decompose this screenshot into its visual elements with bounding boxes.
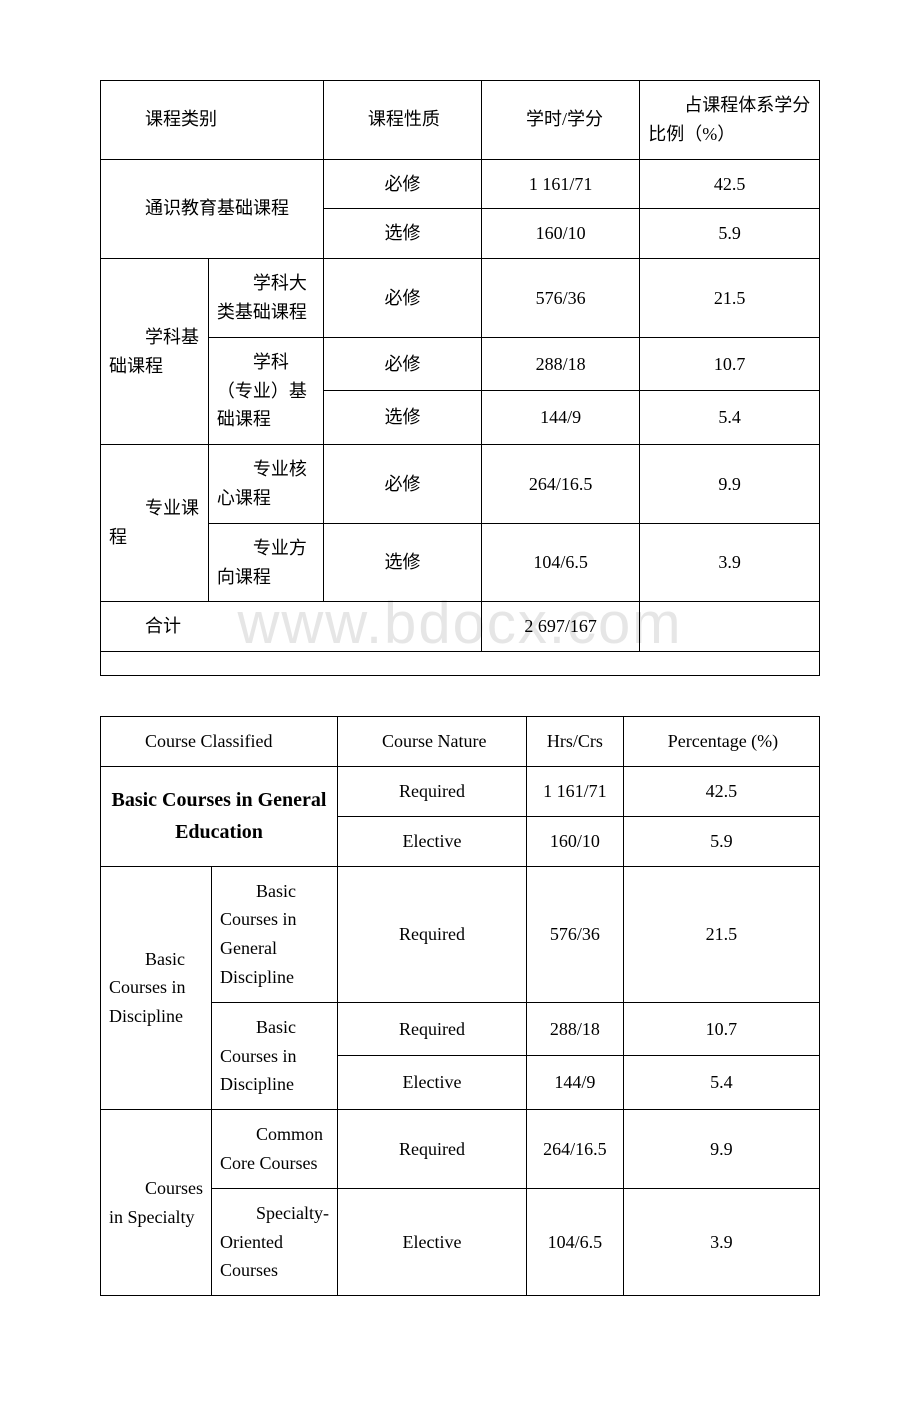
- cell-percent: 5.4: [623, 1056, 819, 1110]
- course-table-english: Course Classified Course Nature Hrs/Crs …: [100, 716, 820, 1296]
- cell-nature: Elective: [337, 1056, 526, 1110]
- cell-percent: 5.9: [640, 209, 820, 259]
- cell-total-label: 合计: [101, 602, 482, 652]
- table-row: 学科基础课程 学科大类基础课程 必修 576/36 21.5: [101, 259, 820, 338]
- cell-percent: 3.9: [623, 1188, 819, 1295]
- header-hours: 学时/学分: [482, 81, 640, 160]
- cell-core-label: Common Core Courses: [212, 1110, 338, 1189]
- cell-nature: 必修: [323, 259, 481, 338]
- table-row: 合计 2 697/167: [101, 602, 820, 652]
- cell-nature: Required: [337, 1110, 526, 1189]
- cell-percent: 5.9: [623, 816, 819, 866]
- cell-nature: Required: [337, 766, 526, 816]
- cell-nature: 选修: [323, 391, 481, 445]
- table-row: Courses in Specialty Common Core Courses…: [101, 1110, 820, 1189]
- cell-hours: 576/36: [482, 259, 640, 338]
- cell-general-label: Basic Courses in General Education: [101, 766, 338, 866]
- cell-hours: 576/36: [527, 866, 624, 1002]
- header-nature: Course Nature: [337, 717, 526, 767]
- table-row: 学科（专业）基础课程 必修 288/18 10.7: [101, 337, 820, 391]
- cell-nature: Required: [337, 866, 526, 1002]
- cell-nature: Required: [337, 1002, 526, 1056]
- header-percent: 占课程体系学分比例（%）: [640, 81, 820, 160]
- cell-percent: 42.5: [640, 159, 820, 209]
- cell-prof-label: 学科（专业）基础课程: [208, 337, 323, 444]
- cell-hours: 264/16.5: [527, 1110, 624, 1189]
- cell-hours: 288/18: [527, 1002, 624, 1056]
- header-percent: Percentage (%): [623, 717, 819, 767]
- cell-nature: 选修: [323, 209, 481, 259]
- cell-hours: 1 161/71: [482, 159, 640, 209]
- cell-big-label: 学科大类基础课程: [208, 259, 323, 338]
- table-row: Basic Courses in General Education Requi…: [101, 766, 820, 816]
- table-row: Basic Courses in Discipline Basic Course…: [101, 866, 820, 1002]
- cell-prof-label: Basic Courses in Discipline: [212, 1002, 338, 1109]
- cell-discipline-label: 学科基础课程: [101, 259, 209, 445]
- header-category: Course Classified: [101, 717, 338, 767]
- cell-nature: 必修: [323, 337, 481, 391]
- course-table-chinese: 课程类别 课程性质 学时/学分 占课程体系学分比例（%） 通识教育基础课程 必修…: [100, 80, 820, 676]
- cell-specialty-label: Courses in Specialty: [101, 1110, 212, 1296]
- cell-dir-label: 专业方向课程: [208, 523, 323, 602]
- cell-core-label: 专业核心课程: [208, 445, 323, 524]
- cell-specialty-label: 专业课程: [101, 445, 209, 602]
- cell-percent: 5.4: [640, 391, 820, 445]
- cell-general-label: 通识教育基础课程: [101, 159, 324, 259]
- table-row: [101, 652, 820, 676]
- table-row: 专业课程 专业核心课程 必修 264/16.5 9.9: [101, 445, 820, 524]
- header-nature: 课程性质: [323, 81, 481, 160]
- cell-hours: 144/9: [482, 391, 640, 445]
- header-hours: Hrs/Crs: [527, 717, 624, 767]
- cell-dir-label: Specialty-Oriented Courses: [212, 1188, 338, 1295]
- cell-total-hours: 2 697/167: [482, 602, 640, 652]
- cell-hours: 1 161/71: [527, 766, 624, 816]
- cell-hours: 144/9: [527, 1056, 624, 1110]
- cell-discipline-label: Basic Courses in Discipline: [101, 866, 212, 1110]
- cell-nature: 必修: [323, 159, 481, 209]
- header-category: 课程类别: [101, 81, 324, 160]
- table-row: Course Classified Course Nature Hrs/Crs …: [101, 717, 820, 767]
- cell-percent: 21.5: [640, 259, 820, 338]
- cell-percent: 10.7: [640, 337, 820, 391]
- cell-percent: 9.9: [623, 1110, 819, 1189]
- table-row: 通识教育基础课程 必修 1 161/71 42.5: [101, 159, 820, 209]
- cell-hours: 104/6.5: [527, 1188, 624, 1295]
- cell-percent: 3.9: [640, 523, 820, 602]
- cell-nature: Elective: [337, 816, 526, 866]
- cell-nature: 选修: [323, 523, 481, 602]
- cell-nature: 必修: [323, 445, 481, 524]
- cell-big-label: Basic Courses in General Discipline: [212, 866, 338, 1002]
- cell-percent: 9.9: [640, 445, 820, 524]
- cell-percent: 21.5: [623, 866, 819, 1002]
- cell-nature: Elective: [337, 1188, 526, 1295]
- cell-percent: 42.5: [623, 766, 819, 816]
- table-row: 课程类别 课程性质 学时/学分 占课程体系学分比例（%）: [101, 81, 820, 160]
- cell-hours: 160/10: [482, 209, 640, 259]
- table-row: 专业方向课程 选修 104/6.5 3.9: [101, 523, 820, 602]
- cell-empty: [101, 652, 820, 676]
- cell-hours: 160/10: [527, 816, 624, 866]
- cell-empty: [640, 602, 820, 652]
- cell-hours: 288/18: [482, 337, 640, 391]
- cell-hours: 104/6.5: [482, 523, 640, 602]
- cell-percent: 10.7: [623, 1002, 819, 1056]
- cell-hours: 264/16.5: [482, 445, 640, 524]
